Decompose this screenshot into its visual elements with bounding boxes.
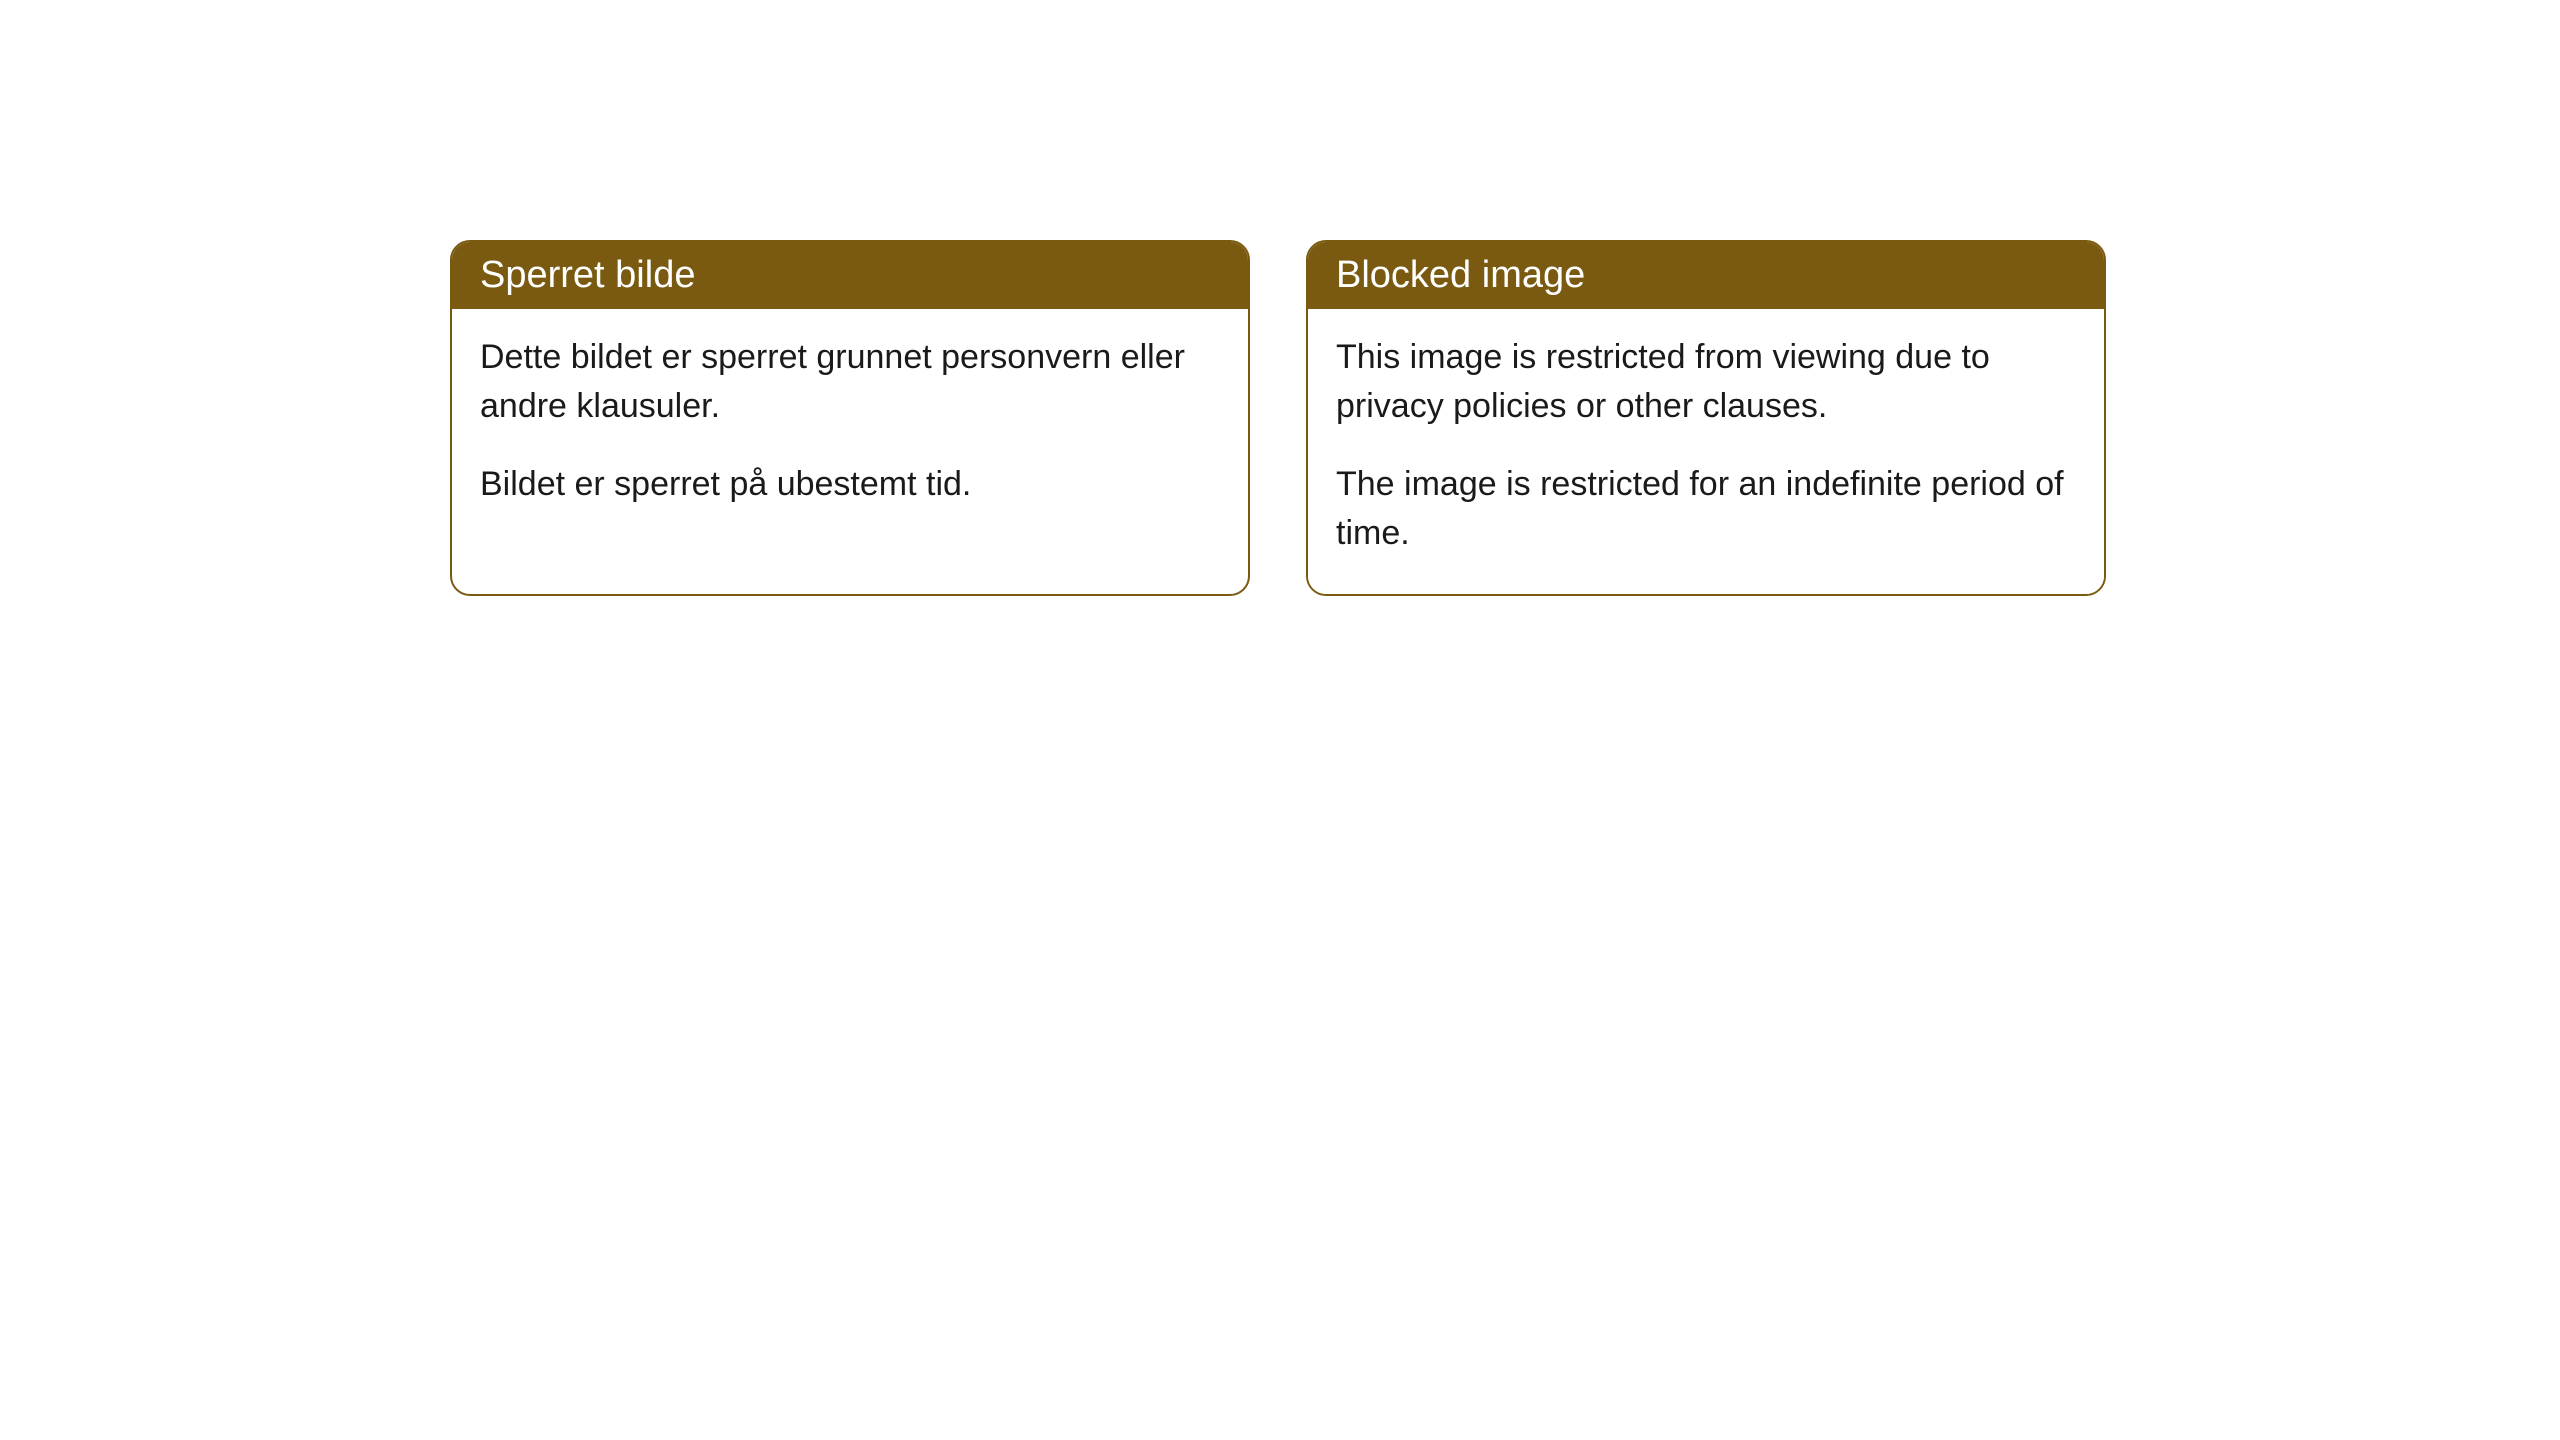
blocked-image-card-norwegian: Sperret bilde Dette bildet er sperret gr… (450, 240, 1250, 596)
card-paragraph: This image is restricted from viewing du… (1336, 333, 2076, 432)
card-paragraph: The image is restricted for an indefinit… (1336, 460, 2076, 559)
card-body: Dette bildet er sperret grunnet personve… (452, 309, 1248, 545)
card-header: Blocked image (1308, 242, 2104, 309)
cards-container: Sperret bilde Dette bildet er sperret gr… (450, 240, 2106, 596)
blocked-image-card-english: Blocked image This image is restricted f… (1306, 240, 2106, 596)
card-body: This image is restricted from viewing du… (1308, 309, 2104, 594)
card-title: Blocked image (1336, 254, 1585, 296)
card-paragraph: Bildet er sperret på ubestemt tid. (480, 460, 1220, 509)
card-title: Sperret bilde (480, 254, 695, 296)
card-header: Sperret bilde (452, 242, 1248, 309)
card-paragraph: Dette bildet er sperret grunnet personve… (480, 333, 1220, 432)
